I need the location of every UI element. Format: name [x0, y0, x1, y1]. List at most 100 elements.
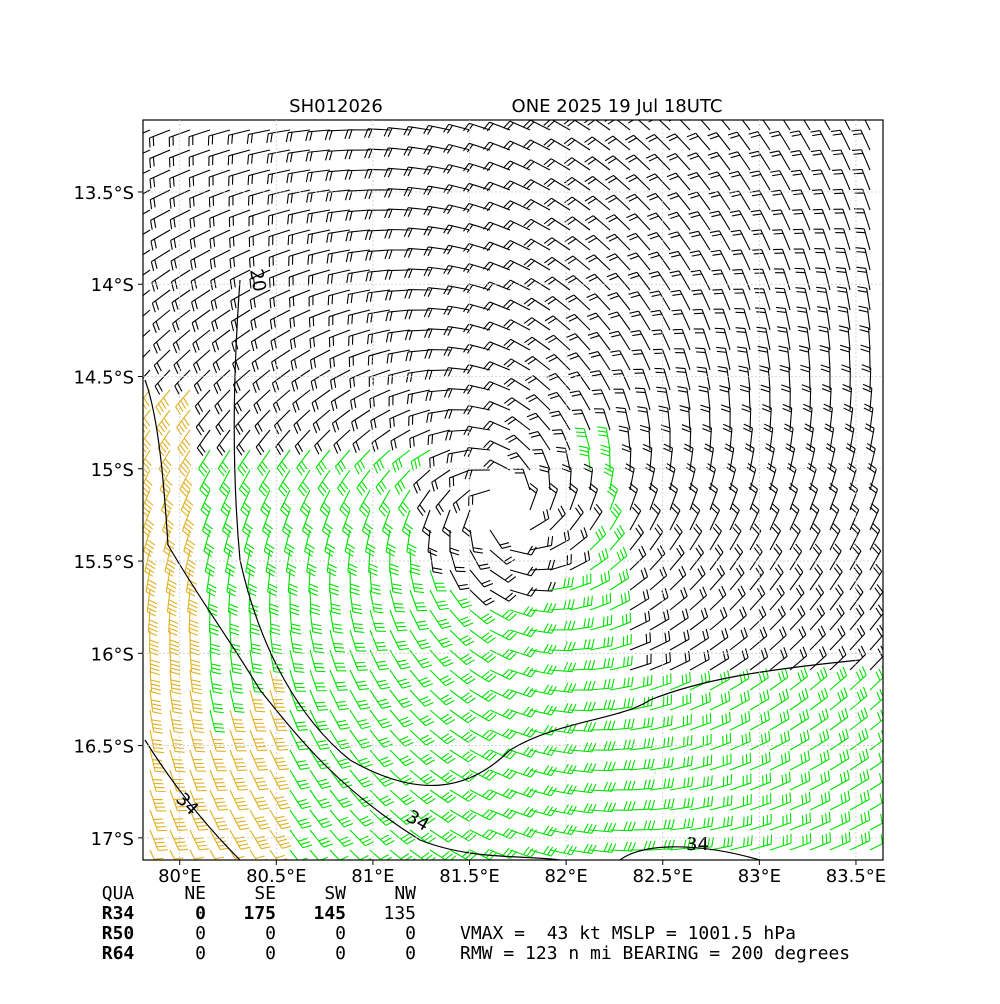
barb-shaft — [530, 545, 552, 550]
barb-feather — [821, 369, 830, 372]
barb-shaft — [790, 697, 808, 710]
barb-feather — [386, 333, 388, 342]
barb-feather — [408, 147, 412, 155]
barb-feather — [332, 624, 341, 625]
wind-barb — [450, 730, 476, 742]
barb-feather — [398, 645, 407, 646]
barb-feather — [463, 224, 468, 232]
barb-feather — [415, 592, 424, 593]
barb-shaft — [229, 170, 250, 176]
wind-barb — [690, 251, 710, 270]
barb-shaft — [808, 348, 810, 370]
barb-feather — [148, 604, 157, 608]
wind-barb — [450, 630, 474, 645]
barb-shaft — [650, 704, 671, 710]
barb-shaft — [727, 368, 730, 390]
barb-feather — [422, 647, 431, 649]
barb-feather — [313, 424, 317, 433]
barb-feather — [431, 413, 433, 422]
barb-feather — [527, 567, 532, 575]
barb-feather — [791, 170, 800, 171]
barb-shaft — [390, 670, 402, 688]
barb-feather — [447, 719, 455, 724]
wind-barb — [790, 504, 799, 530]
barb-feather — [169, 600, 178, 604]
wind-barb — [445, 410, 470, 419]
barb-feather — [292, 632, 301, 634]
barb-feather — [736, 568, 741, 576]
barb-shaft — [151, 210, 170, 220]
barb-shaft — [830, 469, 836, 490]
barb-feather — [820, 346, 829, 348]
barb-feather — [264, 527, 271, 533]
wind-barb — [288, 230, 310, 245]
barb-feather — [306, 152, 308, 161]
barb-feather — [880, 625, 885, 633]
barb-feather — [144, 398, 149, 406]
wind-barb — [585, 216, 610, 230]
wind-barb — [336, 450, 350, 475]
barb-feather — [709, 487, 716, 493]
barb-feather — [443, 698, 451, 703]
wind-barb — [248, 170, 270, 185]
wind-barb — [171, 250, 190, 270]
barb-feather — [180, 445, 186, 453]
barb-shaft — [190, 210, 210, 219]
barb-feather — [588, 332, 597, 335]
barb-feather — [347, 544, 355, 549]
barb-feather — [741, 694, 743, 703]
barb-feather — [274, 687, 283, 688]
barb-shaft — [690, 595, 706, 610]
barb-shaft — [822, 209, 830, 230]
barb-feather — [150, 648, 159, 651]
wind-barb — [229, 190, 250, 206]
wind-barb — [729, 191, 750, 210]
barb-shaft — [210, 690, 214, 712]
barb-feather — [749, 151, 758, 153]
barb-feather — [620, 550, 624, 559]
barb-feather — [210, 260, 211, 269]
barb-shaft — [470, 630, 488, 643]
barb-feather — [611, 615, 612, 624]
barb-feather — [192, 323, 195, 332]
barb-feather — [153, 712, 162, 714]
barb-feather — [698, 545, 703, 553]
barb-feather — [743, 671, 745, 680]
barb-feather — [311, 381, 313, 390]
barb-feather — [210, 624, 219, 627]
wind-barb — [483, 421, 510, 430]
barb-feather — [190, 648, 199, 651]
wind-barb — [827, 463, 836, 490]
barb-feather — [659, 410, 668, 412]
barb-feather — [689, 651, 690, 660]
wind-barb — [610, 525, 624, 550]
wind-barb — [258, 450, 270, 476]
wind-barb — [734, 309, 750, 330]
barb-feather — [189, 600, 198, 604]
wind-barb — [504, 260, 530, 270]
wind-barb — [391, 430, 410, 450]
barb-feather — [352, 314, 353, 323]
barb-shaft — [850, 530, 860, 550]
barb-feather — [842, 710, 845, 719]
barb-shaft — [821, 170, 830, 190]
wind-barb — [834, 229, 850, 250]
barb-feather — [768, 710, 770, 719]
barb-feather — [708, 152, 717, 155]
wind-barb — [793, 229, 810, 250]
barb-feather — [712, 270, 721, 271]
wind-barb — [585, 235, 610, 250]
barb-shaft — [133, 310, 150, 324]
barb-feather — [857, 287, 866, 289]
wind-barb — [193, 330, 210, 353]
barb-feather — [568, 372, 577, 375]
barb-feather — [207, 588, 215, 592]
barb-feather — [572, 410, 581, 411]
barb-feather — [779, 585, 784, 593]
barb-feather — [407, 548, 415, 552]
barb-feather — [626, 194, 635, 198]
barb-feather — [708, 172, 717, 175]
barb-feather — [775, 288, 784, 289]
wind-barb — [690, 587, 706, 610]
wind-barb — [709, 192, 730, 210]
